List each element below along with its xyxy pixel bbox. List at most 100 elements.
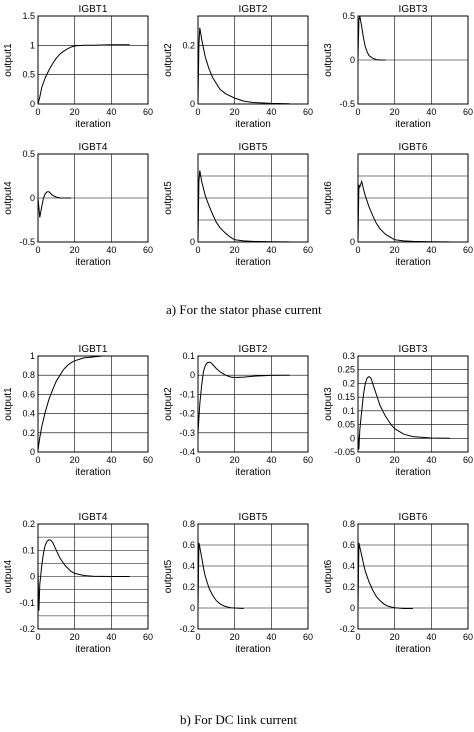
y-axis-label: output3 xyxy=(323,43,334,77)
y-axis-label: output1 xyxy=(3,43,14,77)
y-tick-label-1: 0 xyxy=(190,603,195,613)
y-tick-label-1: 0.5 xyxy=(22,70,35,80)
chart-title: IGBT3 xyxy=(399,344,428,355)
series-line xyxy=(197,27,290,105)
y-tick-label-4: 0.15 xyxy=(337,392,355,402)
x-tick-label-2: 40 xyxy=(106,107,116,117)
series-line xyxy=(37,44,130,105)
y-tick-label-0: -0.5 xyxy=(339,99,355,109)
chart-title: IGBT2 xyxy=(239,4,268,15)
x-tick-label-0: 0 xyxy=(355,632,360,642)
y-tick-label-0: -0.2 xyxy=(19,624,35,634)
y-tick-label-5: 1 xyxy=(30,351,35,361)
y-tick-label-5: 0.8 xyxy=(182,519,195,529)
chart-b-4: 0 20 40 60 -0.2 -0.1 0 0.1 0.2 IGBT4 iteration outp… xyxy=(3,512,153,655)
plot-frame xyxy=(197,355,309,453)
y-tick-label-2: 0.4 xyxy=(22,409,35,419)
chart-title: IGBT5 xyxy=(239,512,268,523)
chart-b-1: 0 20 40 60 0 0.2 0.4 0.6 0.8 1 IGBT1 iteration outpu… xyxy=(3,344,153,478)
x-tick-label-1: 20 xyxy=(230,632,240,642)
chart-title: IGBT2 xyxy=(239,344,268,355)
chart-a-5: 0 20 40 60 0 IGBT5 iteration output5 xyxy=(163,142,313,268)
x-axis-label: iteration xyxy=(235,644,271,655)
y-tick-label-1: 0 xyxy=(30,193,35,203)
y-tick-label-2: 0.2 xyxy=(182,40,195,50)
x-tick-label-0: 0 xyxy=(355,107,360,117)
y-tick-label-0: -0.4 xyxy=(179,447,195,457)
series-line xyxy=(37,539,130,611)
x-tick-label-2: 40 xyxy=(106,455,116,465)
x-tick-label-0: 0 xyxy=(35,455,40,465)
x-tick-label-2: 40 xyxy=(426,632,436,642)
y-tick-label-3: 0.4 xyxy=(342,561,355,571)
x-axis-label: iteration xyxy=(235,119,271,130)
y-tick-label-4: 0.6 xyxy=(182,540,195,550)
chart-title: IGBT6 xyxy=(399,512,428,523)
x-axis-label: iteration xyxy=(395,644,431,655)
x-tick-label-1: 20 xyxy=(230,107,240,117)
x-tick-label-1: 20 xyxy=(390,245,400,255)
x-tick-label-3: 60 xyxy=(303,455,313,465)
x-axis-label: iteration xyxy=(395,119,431,130)
y-axis-label: output3 xyxy=(323,387,334,421)
x-tick-label-2: 40 xyxy=(426,107,436,117)
x-tick-label-1: 20 xyxy=(70,632,80,642)
plot-frame xyxy=(357,355,469,453)
x-tick-label-0: 0 xyxy=(195,245,200,255)
y-tick-label-0: -0.2 xyxy=(339,624,355,634)
x-tick-label-1: 20 xyxy=(390,632,400,642)
x-tick-label-3: 60 xyxy=(143,632,153,642)
y-tick-label-5: 0.2 xyxy=(342,378,355,388)
x-tick-label-2: 40 xyxy=(106,632,116,642)
y-axis-label: output1 xyxy=(3,387,14,421)
chart-b-6: 0 20 40 60-0.200.20.40.60.8IGBT6iterationou… xyxy=(323,512,473,655)
y-tick-label-3: 1.5 xyxy=(22,11,35,21)
chart-title: IGBT1 xyxy=(79,4,108,15)
x-tick-label-0: 0 xyxy=(35,107,40,117)
plot-frame xyxy=(37,15,149,105)
chart-title: IGBT4 xyxy=(79,512,108,523)
y-tick-label-1: -0.3 xyxy=(179,428,195,438)
x-tick-label-2: 40 xyxy=(266,632,276,642)
x-tick-label-2: 40 xyxy=(266,455,276,465)
chart-title: IGBT3 xyxy=(399,4,428,15)
y-tick-label-2: 0.2 xyxy=(342,582,355,592)
x-tick-label-0: 0 xyxy=(355,455,360,465)
x-tick-label-0: 0 xyxy=(195,107,200,117)
y-tick-label-1: 0 xyxy=(350,603,355,613)
x-tick-label-0: 0 xyxy=(355,245,360,255)
series-line xyxy=(37,355,112,451)
x-axis-label: iteration xyxy=(75,644,111,655)
y-tick-label-0: -0.05 xyxy=(334,447,355,457)
y-axis-label: output2 xyxy=(163,43,174,77)
y-tick-label-3: 0.1 xyxy=(342,406,355,416)
series-line xyxy=(37,191,71,218)
y-tick-label-6: 0.25 xyxy=(337,365,355,375)
y-tick-label-4: 0.8 xyxy=(22,370,35,380)
x-tick-label-3: 60 xyxy=(143,455,153,465)
x-tick-label-3: 60 xyxy=(463,245,473,255)
plot-frame xyxy=(357,523,469,630)
x-tick-label-0: 0 xyxy=(195,632,200,642)
x-axis-label: iteration xyxy=(395,257,431,268)
x-tick-label-2: 40 xyxy=(106,245,116,255)
caption-b: b) For DC link current xyxy=(180,712,297,727)
series-line xyxy=(357,15,386,61)
series-line xyxy=(357,179,450,243)
chart-title: IGBT1 xyxy=(79,344,108,355)
plot-frame xyxy=(197,523,309,630)
y-tick-label-0: -0.5 xyxy=(19,237,35,247)
y-tick-label-0: 0 xyxy=(190,99,195,109)
x-axis-label: iteration xyxy=(75,119,111,130)
x-tick-label-3: 60 xyxy=(303,107,313,117)
chart-b-3: 0 20 40 60-0.0500.050.10.150.20.250.3IGBT3i… xyxy=(323,344,473,478)
y-tick-label-1: 0 xyxy=(350,433,355,443)
y-tick-label-3: 0.4 xyxy=(182,561,195,571)
series-line xyxy=(197,542,244,609)
x-tick-label-1: 20 xyxy=(230,455,240,465)
y-axis-label: output4 xyxy=(3,559,14,593)
x-tick-label-3: 60 xyxy=(143,245,153,255)
x-tick-label-3: 60 xyxy=(463,455,473,465)
